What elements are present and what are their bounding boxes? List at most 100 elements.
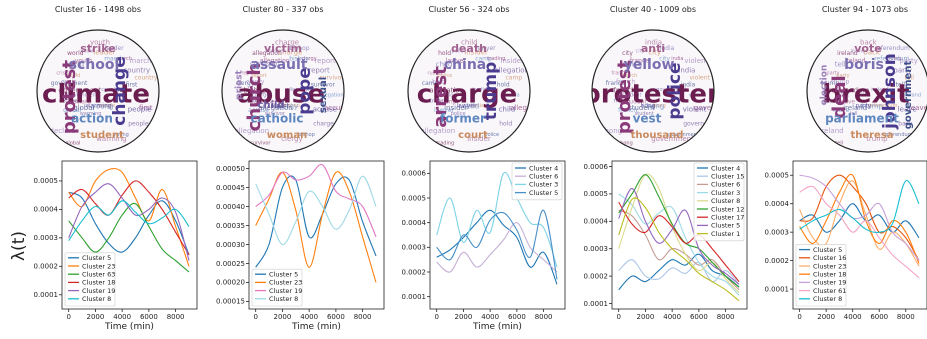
series-line — [618, 197, 740, 302]
wordcloud-word: student — [622, 93, 641, 99]
wordcloud-word: world — [67, 50, 84, 57]
wordcloud-word: election — [820, 65, 830, 106]
wordcloud-word: french — [616, 79, 635, 86]
wordcloud-word: trump — [886, 56, 901, 62]
series-line — [799, 180, 920, 234]
x-tick-label: 6000 — [327, 313, 345, 321]
wordcloud-word: russia — [505, 93, 520, 99]
series-line — [436, 209, 558, 280]
wordcloud-word: allegation — [252, 50, 282, 57]
x-tick-label: 2000 — [87, 313, 105, 321]
wordcloud-word: charge — [278, 49, 302, 57]
wordcloud-word: violent — [689, 93, 706, 99]
wordcloud: tradinglawyerchildrussiacampinsiderpolic… — [407, 29, 531, 153]
wordcloud-word: death — [451, 42, 487, 55]
wordcloud-word: clergy — [301, 56, 316, 62]
wordcloud-word: insider — [464, 49, 488, 57]
y-tick-label: 0.0002 — [584, 272, 609, 280]
wordcloud: allegationaccusechargebishopclergyreport… — [221, 29, 345, 153]
y-tick-label: 0.0001 — [584, 300, 609, 308]
wordcloud-word: crisis — [56, 70, 69, 76]
wordcloud-background — [592, 30, 714, 152]
wordcloud-word: hong — [641, 103, 656, 110]
wordcloud-word: protest — [614, 59, 635, 134]
wordcloud-word: young — [113, 132, 129, 138]
wordcloud-word: party — [836, 73, 849, 79]
wordcloud-word: city — [659, 56, 670, 63]
wordcloud-background — [408, 30, 530, 152]
wordcloud-word: report — [314, 57, 336, 65]
x-tick-label: 4000 — [844, 313, 862, 321]
y-tick-label: 0.00045 — [216, 184, 245, 192]
wordcloud-title: Cluster 80 - 337 obs — [242, 5, 323, 14]
wordcloud-word: violent — [690, 75, 711, 82]
wordcloud-word: police — [451, 111, 466, 117]
wordcloud-word: hong — [620, 141, 633, 147]
wordcloud-word: strike — [80, 42, 115, 55]
wordcloud-word: back — [860, 38, 878, 46]
legend-entry: Cluster 5 — [269, 271, 298, 279]
wordcloud-title: Cluster 40 - 1009 obs — [610, 5, 696, 14]
wordcloud-word: arrest — [430, 66, 451, 128]
wordcloud-word: back — [829, 98, 841, 104]
wordcloud-background — [222, 30, 344, 152]
wordcloud-word: trading — [472, 87, 490, 93]
wordcloud-word: pope — [295, 67, 315, 115]
legend-entry: Cluster 23 — [269, 279, 302, 287]
series-line — [68, 191, 190, 256]
wordcloud-word: india — [678, 67, 695, 75]
legend-entry: Cluster 8 — [269, 295, 298, 303]
legend-entry: Cluster 19 — [813, 279, 846, 287]
wordcloud-word: student — [624, 99, 648, 106]
legend-entry: Cluster 8 — [82, 295, 111, 303]
wordcloud-word: first — [134, 93, 144, 99]
legend-entry: Cluster 5 — [711, 222, 740, 230]
wordcloud-word: city — [622, 50, 633, 57]
wordcloud-word: police — [484, 132, 499, 138]
wordcloud-word: assault — [250, 57, 307, 73]
wordcloud-word: party — [826, 70, 839, 76]
series-line — [255, 175, 377, 268]
wordcloud-word: trading — [487, 56, 505, 62]
x-tick-label: 0 — [434, 313, 438, 321]
x-tick-label: 0 — [66, 313, 70, 321]
wordcloud-word: accuse — [254, 99, 275, 106]
legend-entry: Cluster 61 — [813, 287, 846, 295]
y-tick-label: 0.0004 — [402, 219, 427, 227]
series-line — [799, 174, 920, 261]
wordcloud-word: global — [73, 104, 94, 112]
wordcloud-word: theresa — [850, 130, 893, 141]
wordcloud-word: russia — [469, 103, 484, 109]
y-tick-label: 0.0001 — [402, 293, 427, 301]
panel-2: Cluster 80 - 337 obs allegation accuse char… — [216, 5, 385, 332]
wordcloud-word: india — [645, 38, 662, 46]
wordcloud-word: party — [893, 67, 912, 75]
wordcloud-word: allegation — [421, 127, 456, 135]
wordcloud-word: trump — [866, 135, 888, 143]
x-axis-label: Time (min) — [104, 322, 154, 332]
y-tick-label: 0.0005 — [765, 172, 790, 180]
legend-entry: Cluster 3 — [529, 181, 558, 189]
wordcloud-word: referendum — [828, 87, 869, 95]
wordcloud-word: student — [628, 104, 655, 112]
wordcloud-word: sexual — [318, 77, 329, 113]
wordcloud-word: catholic — [250, 112, 303, 126]
y-tick-label: 0.0002 — [402, 268, 427, 276]
wordcloud-word: leave — [833, 107, 850, 114]
series-line — [68, 202, 190, 273]
wordcloud-word: country — [123, 67, 150, 75]
x-tick-label: 6000 — [870, 313, 888, 321]
wordcloud-word: government — [683, 121, 720, 128]
y-tick-label: 0.00015 — [216, 298, 245, 306]
series-line — [618, 187, 740, 285]
wordcloud-word: vest — [633, 112, 662, 126]
wordcloud-word: hold — [438, 50, 451, 57]
wordcloud-word: trump — [821, 80, 839, 87]
wordcloud-word: school — [69, 57, 120, 73]
legend-entry: Cluster 63 — [82, 271, 115, 279]
wordcloud-word: church — [244, 63, 265, 132]
wordcloud-word: allegation — [429, 87, 464, 95]
wordcloud-word: camp — [506, 75, 523, 82]
wordcloud-border — [407, 29, 531, 153]
